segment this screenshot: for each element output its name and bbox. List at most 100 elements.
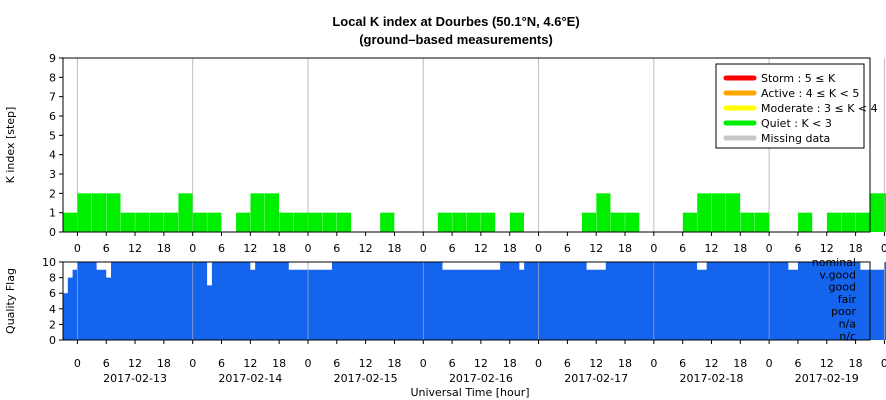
k-index-x-tick-label: 0 bbox=[74, 242, 81, 255]
quality-flag-x-tick-label: 18 bbox=[503, 357, 517, 370]
k-index-bar bbox=[697, 193, 712, 232]
k-index-x-tick-label: 6 bbox=[449, 242, 456, 255]
k-index-y-tick-label: 5 bbox=[49, 129, 56, 142]
legend-label: Storm : 5 ≤ K bbox=[761, 72, 836, 85]
quality-flag-frame bbox=[62, 261, 871, 341]
k-index-bar bbox=[452, 212, 467, 232]
quality-flag-x-tick-label: 18 bbox=[387, 357, 401, 370]
k-index-x-tick-label: 12 bbox=[359, 242, 373, 255]
k-index-bar bbox=[322, 212, 337, 232]
k-index-bar bbox=[135, 212, 150, 232]
k-index-bar bbox=[466, 212, 481, 232]
quality-flag-gridlines bbox=[77, 262, 885, 340]
k-index-y-tick-label: 7 bbox=[49, 91, 56, 104]
date-label: 2017-02-13 bbox=[103, 372, 167, 385]
k-index-x-tick-label: 18 bbox=[272, 242, 286, 255]
k-index-x-tick-label: 12 bbox=[704, 242, 718, 255]
quality-flag-x-tick-label: 0 bbox=[766, 357, 773, 370]
k-index-y-tick-label: 9 bbox=[49, 52, 56, 65]
quality-flag-x-tick-label: 6 bbox=[449, 357, 456, 370]
k-index-x-tick-label: 18 bbox=[733, 242, 747, 255]
k-index-bar bbox=[293, 212, 308, 232]
k-index-bar bbox=[437, 212, 452, 232]
k-index-frame bbox=[62, 57, 871, 233]
k-index-bar bbox=[91, 193, 107, 232]
quality-flag-y-tick-label: 8 bbox=[49, 272, 56, 285]
k-index-bar bbox=[120, 212, 135, 232]
k-index-x-tick-label: 6 bbox=[333, 242, 340, 255]
k-index-bar bbox=[596, 193, 611, 232]
k-index-bar bbox=[236, 212, 251, 232]
k-index-bar bbox=[625, 212, 640, 232]
quality-flag-x-tick-label: 18 bbox=[849, 357, 863, 370]
quality-flag-x-tick-label: 12 bbox=[589, 357, 603, 370]
k-index-bar bbox=[884, 193, 886, 232]
k-index-bar bbox=[798, 212, 813, 232]
quality-flag-level-label: n/a bbox=[839, 318, 856, 331]
quality-flag-x-tick-label: 0 bbox=[650, 357, 657, 370]
k-index-bar bbox=[106, 193, 121, 232]
k-index-bar bbox=[682, 212, 697, 232]
k-index-bar bbox=[63, 212, 78, 232]
chart-subtitle: (ground–based measurements) bbox=[359, 32, 553, 47]
legend-label: Moderate : 3 ≤ K < 4 bbox=[761, 102, 878, 115]
date-labels: 2017-02-13 2017-02-14 2017-02-15 2017-02-16… bbox=[103, 372, 859, 385]
k-index-x-tick-label: 0 bbox=[189, 242, 196, 255]
quality-flag-x-tick-label: 12 bbox=[474, 357, 488, 370]
quality-flag-y-tick-label: 4 bbox=[49, 303, 56, 316]
k-index-x-tick-label: 6 bbox=[218, 242, 225, 255]
legend: Storm : 5 ≤ K Active : 4 ≤ K < 5 Moderate … bbox=[715, 63, 878, 149]
quality-flag-y-tick-label: 0 bbox=[49, 334, 56, 347]
legend-label: Quiet : K < 3 bbox=[761, 117, 832, 130]
k-index-bars bbox=[63, 193, 886, 232]
quality-flag-y-ticks: 0 2 4 6 8 10 bbox=[42, 256, 63, 347]
k-index-x-tick-label: 0 bbox=[766, 242, 773, 255]
quality-flag-panel: 0 2 4 6 8 10 0 6 12 18 0 6 12 18 0 6 12 18 0 6 12 18 0 6 12 18 0 6… bbox=[4, 256, 886, 399]
k-index-bar bbox=[279, 212, 294, 232]
legend-label: Missing data bbox=[761, 132, 830, 145]
quality-flag-y-tick-label: 6 bbox=[49, 287, 56, 300]
quality-flag-x-ticks: 0 6 12 18 0 6 12 18 0 6 12 18 0 6 12 18 0 6 12 18 0 6 12 18 0 6 12… bbox=[74, 340, 886, 370]
quality-flag-x-tick-label: 6 bbox=[564, 357, 571, 370]
k-index-bar bbox=[610, 212, 625, 232]
quality-flag-x-tick-label: 0 bbox=[74, 357, 81, 370]
k-index-bar bbox=[264, 193, 280, 232]
quality-flag-x-tick-label: 12 bbox=[128, 357, 142, 370]
quality-flag-x-tick-label: 18 bbox=[733, 357, 747, 370]
quality-flag-x-tick-label: 0 bbox=[189, 357, 196, 370]
k-index-y-tick-label: 6 bbox=[49, 110, 56, 123]
k-index-y-tick-label: 2 bbox=[49, 187, 56, 200]
quality-flag-level-label: n/c bbox=[839, 330, 856, 343]
k-index-bar bbox=[870, 193, 885, 232]
legend-label: Active : 4 ≤ K < 5 bbox=[761, 87, 859, 100]
quality-flag-x-tick-label: 18 bbox=[272, 357, 286, 370]
quality-flag-y-tick-label: 2 bbox=[49, 318, 56, 331]
k-index-x-tick-label: 0 bbox=[881, 242, 886, 255]
k-index-x-tick-label: 0 bbox=[650, 242, 657, 255]
quality-flag-x-tick-label: 12 bbox=[820, 357, 834, 370]
k-index-y-tick-label: 4 bbox=[49, 149, 56, 162]
k-index-bar bbox=[250, 193, 265, 232]
k-index-bar bbox=[711, 193, 726, 232]
k-index-x-tick-label: 6 bbox=[794, 242, 801, 255]
k-index-bar bbox=[481, 212, 496, 232]
quality-flag-x-tick-label: 12 bbox=[704, 357, 718, 370]
quality-flag-level-label: v.good bbox=[819, 268, 856, 281]
k-index-bar bbox=[826, 212, 842, 232]
k-index-y-tick-label: 3 bbox=[49, 168, 56, 181]
quality-flag-x-tick-label: 6 bbox=[218, 357, 225, 370]
chart-title: Local K index at Dourbes (50.1°N, 4.6°E) bbox=[332, 14, 579, 29]
quality-flag-x-tick-label: 6 bbox=[794, 357, 801, 370]
quality-flag-level-label: good bbox=[829, 281, 856, 294]
k-index-bar bbox=[841, 212, 856, 232]
quality-flag-level-label: nominal bbox=[812, 256, 856, 269]
k-index-x-tick-label: 12 bbox=[474, 242, 488, 255]
k-index-bar bbox=[149, 212, 164, 232]
k-index-bar bbox=[754, 212, 769, 232]
x-axis-label: Universal Time [hour] bbox=[410, 386, 529, 399]
k-index-x-tick-label: 12 bbox=[589, 242, 603, 255]
k-index-bar bbox=[380, 212, 395, 232]
